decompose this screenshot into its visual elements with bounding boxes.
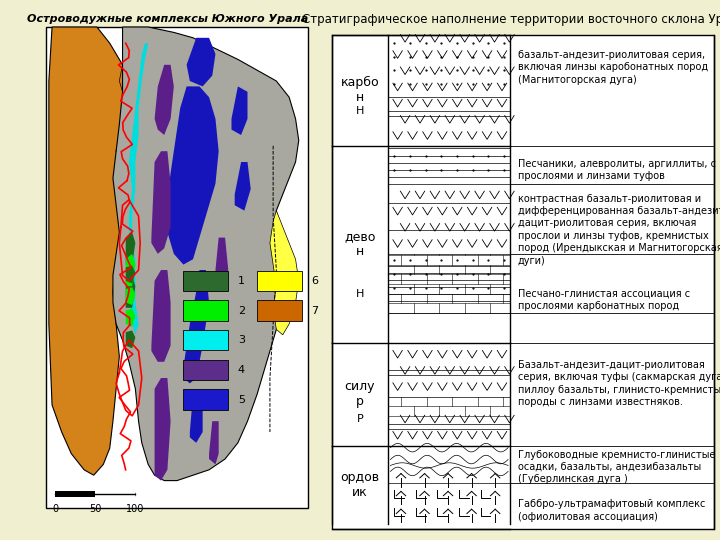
- Text: дево
н: дево н: [344, 231, 376, 258]
- Text: Н: Н: [356, 106, 364, 116]
- Bar: [184, 300, 228, 321]
- Text: силу
р: силу р: [345, 380, 375, 408]
- Bar: [55, 491, 95, 497]
- Polygon shape: [215, 238, 228, 286]
- Polygon shape: [126, 330, 135, 348]
- Text: Базальт-андезит-дацит-риолитовая
серия, включая туфы (сакмарская дуга );
пиллоу : Базальт-андезит-дацит-риолитовая серия, …: [518, 360, 720, 407]
- Text: 6: 6: [312, 276, 318, 286]
- Polygon shape: [129, 43, 148, 335]
- Text: Стратиграфическое наполнение территории восточного склона Урала: Стратиграфическое наполнение территории …: [302, 14, 720, 26]
- Bar: [184, 389, 228, 410]
- Polygon shape: [126, 275, 135, 308]
- Text: 4: 4: [238, 365, 245, 375]
- Text: карбо
н: карбо н: [341, 77, 379, 104]
- Polygon shape: [235, 162, 251, 211]
- Polygon shape: [113, 27, 299, 481]
- Text: Островодужные комплексы Южного Урала: Островодужные комплексы Южного Урала: [27, 14, 308, 24]
- Bar: [257, 300, 302, 321]
- Text: Н: Н: [356, 289, 364, 299]
- Polygon shape: [151, 151, 171, 254]
- Text: 50: 50: [89, 504, 102, 514]
- Text: 2: 2: [238, 306, 245, 315]
- Bar: [184, 271, 228, 291]
- Bar: [45, 27, 308, 508]
- Text: Р: Р: [356, 414, 364, 423]
- Polygon shape: [190, 394, 202, 443]
- Polygon shape: [126, 266, 135, 284]
- Text: 3: 3: [238, 335, 245, 345]
- Text: Песчано-глинистая ассоциация с
прослоями карбонатных пород: Песчано-глинистая ассоциация с прослоями…: [518, 288, 690, 311]
- Text: ордов
ик: ордов ик: [341, 471, 379, 498]
- Polygon shape: [151, 270, 171, 362]
- Text: базальт-андезит-риолитовая серия,
включая линзы каробонатных пород
(Магнитогорск: базальт-андезит-риолитовая серия, включа…: [518, 50, 708, 85]
- Polygon shape: [270, 211, 299, 335]
- Text: Габбро-ультрамафитовый комплекс
(офиолитовая ассоциация): Габбро-ультрамафитовый комплекс (офиолит…: [518, 499, 706, 522]
- Polygon shape: [167, 86, 219, 265]
- Text: Глубоководные кремнисто-глинистые
осадки, базальты, андезибазальты
(Губерлинская: Глубоководные кремнисто-глинистые осадки…: [518, 450, 716, 484]
- Polygon shape: [184, 270, 209, 383]
- Polygon shape: [209, 421, 219, 464]
- Text: Песчаники, алевролиты, аргиллиты, с
прослоями и линзами туфов: Песчаники, алевролиты, аргиллиты, с прос…: [518, 159, 716, 181]
- Polygon shape: [155, 378, 171, 481]
- Polygon shape: [120, 65, 155, 97]
- Bar: [257, 271, 302, 291]
- Polygon shape: [232, 86, 248, 135]
- Polygon shape: [186, 38, 215, 86]
- Polygon shape: [155, 65, 174, 135]
- Text: 100: 100: [126, 504, 145, 514]
- Polygon shape: [126, 287, 135, 305]
- Text: контрастная базальт-риолитовая и
дифференцированная базальт-андезит-
дацит-риоли: контрастная базальт-риолитовая и диффере…: [518, 193, 720, 266]
- Text: 1: 1: [238, 276, 245, 286]
- Bar: [184, 360, 228, 380]
- Polygon shape: [126, 254, 135, 286]
- Text: 7: 7: [312, 306, 319, 315]
- Bar: [184, 330, 228, 350]
- Polygon shape: [49, 27, 126, 475]
- Text: 0: 0: [52, 504, 58, 514]
- Polygon shape: [126, 232, 135, 265]
- Polygon shape: [126, 309, 135, 327]
- Bar: [95, 491, 135, 497]
- Text: 5: 5: [238, 395, 245, 404]
